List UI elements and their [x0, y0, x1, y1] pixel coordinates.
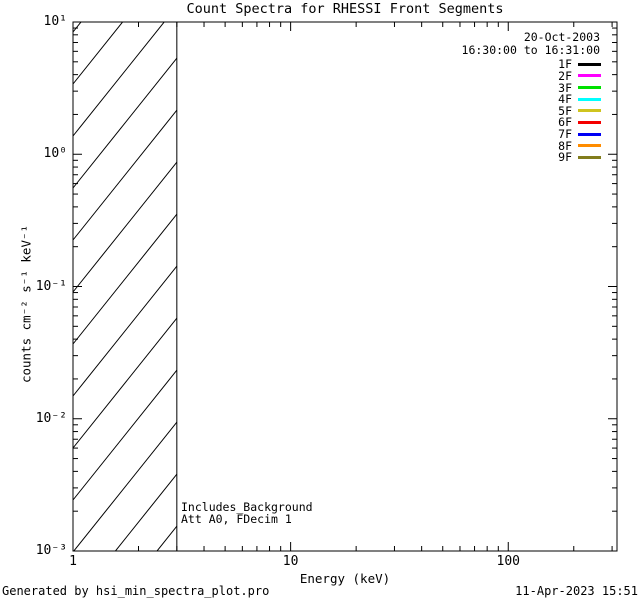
y-tick-label: 10¹	[43, 14, 67, 29]
legend-time-range: 16:30:00 to 16:31:00	[461, 42, 600, 57]
legend-row-7f: 7F	[558, 128, 601, 140]
legend-color-line	[578, 97, 601, 101]
legend-label: 5F	[558, 103, 572, 118]
annotation-includes-background: Includes_Background	[181, 500, 313, 514]
legend-row-4f: 4F	[558, 93, 601, 105]
legend-color-line	[578, 109, 601, 113]
y-tick-label: 10⁰	[43, 146, 67, 162]
legend-label: 7F	[558, 127, 572, 142]
legend-color-line	[578, 86, 601, 89]
y-tick-label: 10⁻²	[35, 410, 67, 426]
legend-label: 9F	[558, 150, 572, 165]
x-tick-label: 10	[282, 554, 299, 569]
legend-color-line	[578, 74, 601, 78]
legend-row-1f: 1F	[558, 58, 601, 70]
legend-date: 20-Oct-2003	[523, 30, 600, 44]
legend-label: 3F	[558, 80, 572, 95]
legend-color-line	[578, 62, 601, 66]
x-tick-label: 1	[69, 554, 77, 569]
legend-label: 8F	[558, 138, 572, 153]
legend-label: 4F	[558, 92, 572, 107]
y-tick-label: 10⁻¹	[35, 278, 67, 294]
legend-label: 2F	[558, 68, 572, 83]
legend-label: 6F	[558, 115, 572, 130]
legend-datetime: 20-Oct-2003 16:30:00 to 16:31:00	[462, 31, 600, 56]
legend-color-line	[578, 120, 601, 124]
footer-timestamp: 11-Apr-2023 15:51	[515, 584, 638, 598]
legend-row-2f: 2F	[558, 70, 601, 82]
legend-color-line	[578, 144, 601, 148]
x-axis-title: Energy (keV)	[299, 571, 391, 586]
legend-color-line	[578, 155, 601, 159]
legend-row-5f: 5F	[558, 105, 601, 117]
chart-title: Count Spectra for RHESSI Front Segments	[186, 1, 504, 17]
annotation-att-fdecim: Att A0, FDecim 1	[181, 511, 292, 526]
y-axis-title: counts cm⁻² s⁻¹ keV⁻¹	[18, 224, 34, 384]
legend-row-6f: 6F	[558, 116, 601, 128]
plot-annotations: Includes_Background Att A0, FDecim 1	[181, 500, 313, 526]
legend-row-8f: 8F	[558, 140, 601, 152]
x-tick-label: 100	[496, 554, 520, 569]
legend-color-line	[578, 132, 601, 136]
y-tick-label: 10⁻³	[35, 543, 67, 558]
legend-row-9f: 9F	[558, 151, 601, 163]
footer-generated-by: Generated by hsi_min_spectra_plot.pro	[2, 584, 270, 598]
legend-label: 1F	[558, 57, 572, 72]
legend-row-3f: 3F	[558, 82, 601, 94]
